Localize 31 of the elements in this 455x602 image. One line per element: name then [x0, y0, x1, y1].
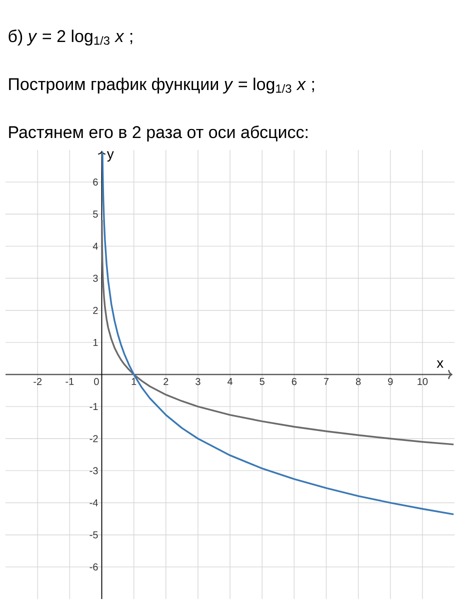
line-series: [101, 219, 455, 446]
y-tick-label: 4: [93, 242, 98, 250]
x-tick-label: 5: [260, 378, 265, 385]
x-tick-label: 6: [292, 378, 297, 386]
x-tick-label: -1: [66, 378, 74, 385]
y-tick-label: -1: [90, 403, 98, 410]
y-axis-title: y: [107, 151, 114, 162]
x-tick-label: 10: [418, 378, 428, 386]
y-tick-label: 5: [93, 210, 98, 218]
y-tick-label: -2: [90, 435, 98, 442]
x-tick-label: 1: [132, 378, 136, 385]
x-tick-label: 2: [164, 378, 168, 385]
text: Растянем его в 2 раза от оси абсцисс:: [9, 126, 308, 142]
x-tick-label: 0: [94, 378, 100, 386]
x-axis-title: x: [436, 360, 444, 368]
y-tick-label: -4: [90, 499, 98, 506]
x-tick-label: -2: [34, 378, 42, 385]
y-tick-label: -6: [90, 563, 98, 570]
x-tick-label: 7: [324, 378, 329, 385]
x-tick-label: 3: [196, 378, 201, 386]
x-tick-label: 8: [356, 378, 361, 386]
chart-title: б) y = 2 log$_{1/3}$ x ;: [8, 30, 132, 46]
y-tick-label: -3: [90, 467, 98, 474]
x-tick-label: 4: [228, 378, 233, 385]
y-tick-label: 3: [93, 274, 98, 282]
y-tick-label: 1: [94, 338, 98, 346]
y-tick-label: 6: [93, 178, 98, 186]
x-tick-label: 9: [388, 378, 393, 386]
chart-subtitle: Построим график функции y = log$_{1/3}$ x ;: [9, 78, 314, 94]
y-tick-label: -5: [90, 531, 98, 538]
y-tick-label: 2: [93, 306, 98, 314]
